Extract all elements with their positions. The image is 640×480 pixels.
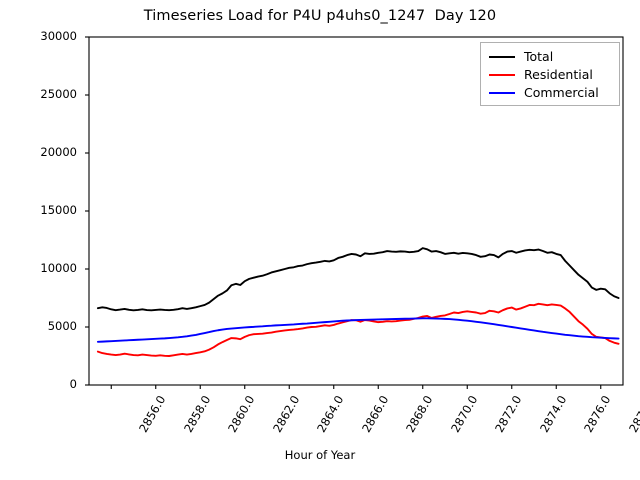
tick-marks — [85, 36, 602, 389]
y-tick-label: 10000 — [40, 261, 77, 275]
y-tick-label: 15000 — [40, 203, 77, 217]
series-line-total — [96, 247, 620, 312]
legend-item-commercial: Commercial — [489, 84, 611, 102]
series-line-commercial — [96, 317, 620, 343]
legend-swatch-total — [489, 56, 515, 58]
x-axis-label: Hour of Year — [284, 448, 356, 462]
legend-label-total: Total — [524, 48, 554, 64]
series-line-residential — [96, 302, 620, 357]
y-tick-label: 0 — [69, 377, 77, 391]
legend-swatch-commercial — [489, 92, 515, 94]
legend-label-commercial: Commercial — [524, 84, 599, 100]
legend-label-residential: Residential — [524, 66, 593, 82]
y-tick-label: 20000 — [40, 145, 77, 159]
legend-item-total: Total — [489, 48, 611, 66]
legend-item-residential: Residential — [489, 66, 611, 84]
y-tick-label: 25000 — [40, 87, 77, 101]
y-tick-label: 5000 — [47, 319, 77, 333]
legend: Total Residential Commercial — [480, 42, 620, 106]
chart-title: Timeseries Load for P4U p4uhs0_1247 Day … — [143, 8, 497, 24]
legend-swatch-residential — [489, 74, 515, 76]
y-tick-label: 30000 — [40, 29, 77, 43]
data-lines — [96, 247, 620, 357]
